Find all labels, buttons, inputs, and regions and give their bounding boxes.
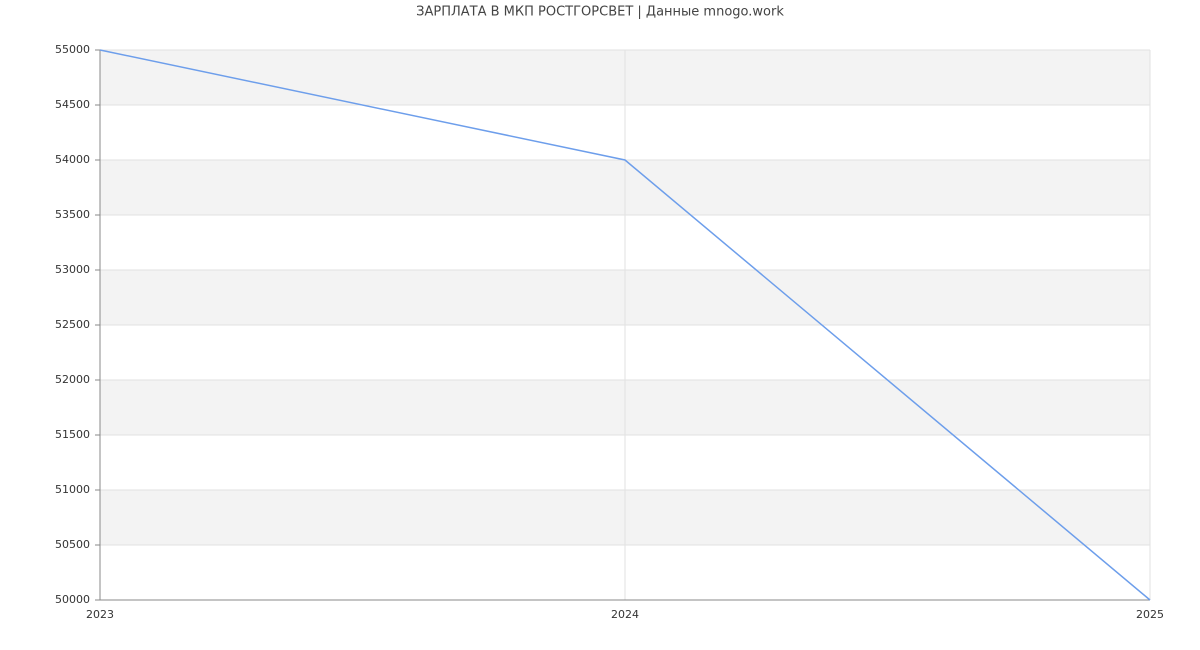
y-tick-label: 50500 [55,538,90,551]
y-tick-label: 53500 [55,208,90,221]
y-tick-label: 55000 [55,43,90,56]
line [99,49,1151,601]
y-tick-label: 50000 [55,593,90,606]
x-tick-label: 2025 [1136,608,1164,621]
x-tick-label: 2023 [86,608,114,621]
y-tick-label: 52000 [55,373,90,386]
chart-title: ЗАРПЛАТА В МКП РОСТГОРСВЕТ | Данные mnog… [416,5,784,20]
y-tick-label: 54000 [55,153,90,166]
y-tick-label: 54500 [55,98,90,111]
y-tick-label: 51000 [55,483,90,496]
y-tick-label: 53000 [55,263,90,276]
x-tick-label: 2024 [611,608,639,621]
y-tick-label: 52500 [55,318,90,331]
y-tick-label: 51500 [55,428,90,441]
